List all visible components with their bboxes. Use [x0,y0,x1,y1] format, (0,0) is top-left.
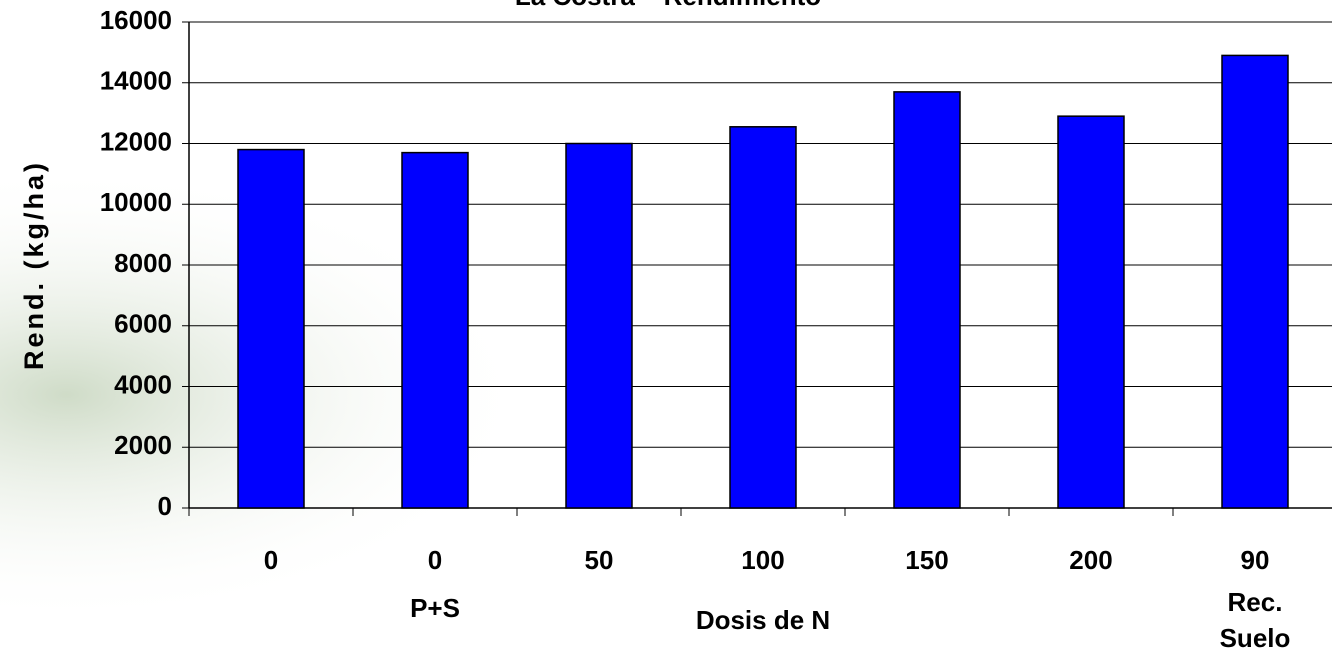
x-tick-label: 90 [1241,545,1270,575]
x-tick-label: 0 [428,545,442,575]
page: {"chart_data":{"type":"bar","title":"La … [0,0,1332,658]
y-tick-label: 0 [158,491,172,521]
x-tick-label: 200 [1069,545,1112,575]
bar [1222,55,1288,508]
x-tick-label: 100 [741,545,784,575]
y-tick-label: 4000 [114,369,172,399]
y-tick-label: 12000 [100,126,172,156]
y-tick-label: 10000 [100,187,172,217]
y-tick-label: 2000 [114,430,172,460]
y-tick-label: 6000 [114,309,172,339]
y-axis-title: Rend. (kg/ha) [19,160,49,370]
x-tick-label: 150 [905,545,948,575]
x-tick-note: Rec. [1228,587,1283,617]
bar [1058,116,1124,508]
y-tick-label: 8000 [114,248,172,278]
bar [566,144,632,509]
chart: La Costra – Rendimiento Rend. (kg/ha) Do… [0,0,1332,658]
x-tick-label: 0 [264,545,278,575]
x-tick-label: 50 [585,545,614,575]
y-tick-label: 14000 [100,66,172,96]
y-tick-label: 16000 [100,5,172,35]
background [0,0,1332,658]
bar [238,150,304,508]
x-tick-note: P+S [410,593,460,623]
bar [402,153,468,508]
x-tick-note: Suelo [1220,623,1291,653]
chart-title: La Costra – Rendimiento [515,0,821,11]
x-axis-title: Dosis de N [696,605,830,635]
bar [730,127,796,508]
bar [894,92,960,508]
